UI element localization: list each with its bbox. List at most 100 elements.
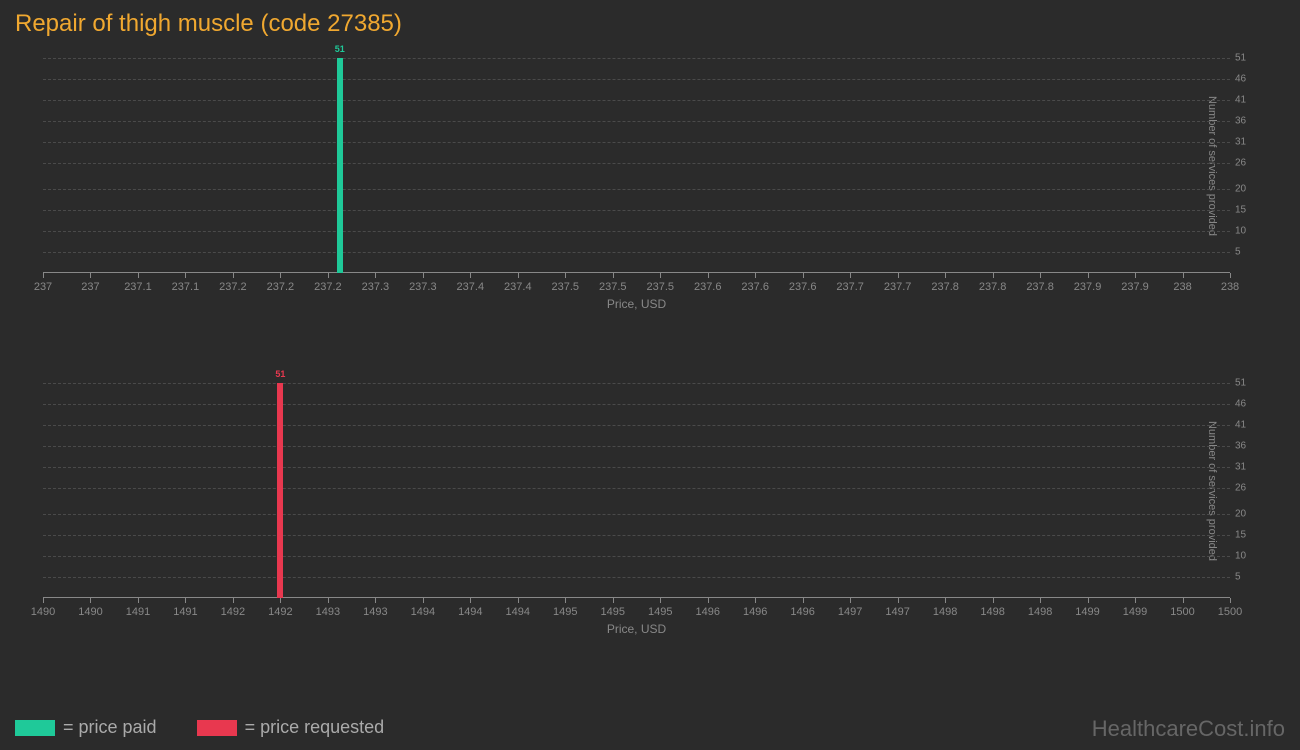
y-tick-label: 31: [1235, 137, 1260, 148]
x-tick-label: 237.5: [646, 281, 674, 293]
data-bar: 51: [337, 58, 343, 273]
x-tick-label: 1492: [221, 606, 245, 618]
grid-line: [43, 58, 1230, 59]
x-axis-label: Price, USD: [607, 297, 666, 311]
grid-line: [43, 467, 1230, 468]
grid-line: [43, 163, 1230, 164]
x-tick-mark: [613, 598, 614, 603]
legend-item: = price paid: [15, 717, 157, 738]
x-tick-label: 1494: [458, 606, 482, 618]
x-tick-mark: [185, 273, 186, 278]
x-tick-label: 237.4: [504, 281, 532, 293]
x-tick-mark: [280, 598, 281, 603]
legend-label: = price requested: [245, 717, 385, 738]
x-tick-label: 237.6: [741, 281, 769, 293]
x-tick-mark: [90, 598, 91, 603]
grid-line: [43, 79, 1230, 80]
x-tick-label: 237.2: [219, 281, 247, 293]
x-tick-label: 1497: [885, 606, 909, 618]
y-axis-label: Number of services provided: [1206, 420, 1218, 560]
x-tick-mark: [1040, 598, 1041, 603]
x-tick-label: 1496: [790, 606, 814, 618]
x-tick-label: 238: [1221, 281, 1239, 293]
x-tick-mark: [90, 273, 91, 278]
x-tick-label: 237.6: [694, 281, 722, 293]
x-tick-label: 1494: [411, 606, 435, 618]
x-tick-mark: [423, 273, 424, 278]
y-tick-label: 5: [1235, 571, 1260, 582]
chart-price-requested: Price, USD Number of services provided 5…: [15, 373, 1285, 638]
x-tick-mark: [945, 598, 946, 603]
y-tick-label: 15: [1235, 204, 1260, 215]
y-axis-label: Number of services provided: [1206, 95, 1218, 235]
x-tick-label: 1491: [173, 606, 197, 618]
x-tick-mark: [233, 273, 234, 278]
x-axis-label: Price, USD: [607, 622, 666, 636]
x-tick-mark: [945, 273, 946, 278]
x-tick-label: 237.4: [457, 281, 485, 293]
x-tick-mark: [565, 598, 566, 603]
x-tick-label: 1492: [268, 606, 292, 618]
grid-line: [43, 189, 1230, 190]
x-tick-mark: [803, 273, 804, 278]
x-tick-label: 1500: [1170, 606, 1194, 618]
x-tick-label: 237.8: [931, 281, 959, 293]
x-tick-mark: [993, 598, 994, 603]
x-tick-mark: [898, 273, 899, 278]
grid-line: [43, 514, 1230, 515]
x-tick-label: 1490: [31, 606, 55, 618]
y-tick-label: 20: [1235, 183, 1260, 194]
y-tick-label: 46: [1235, 399, 1260, 410]
x-tick-mark: [280, 273, 281, 278]
grid-line: [43, 252, 1230, 253]
grid-line: [43, 556, 1230, 557]
x-tick-mark: [850, 273, 851, 278]
bar-value-label: 51: [275, 369, 285, 379]
x-tick-label: 237.1: [124, 281, 152, 293]
x-tick-mark: [1135, 598, 1136, 603]
grid-line: [43, 231, 1230, 232]
x-tick-mark: [43, 598, 44, 603]
x-tick-mark: [233, 598, 234, 603]
x-tick-mark: [1230, 598, 1231, 603]
plot-area-requested: Price, USD Number of services provided 5…: [43, 383, 1230, 598]
x-tick-mark: [898, 598, 899, 603]
legend-label: = price paid: [63, 717, 157, 738]
grid-line: [43, 210, 1230, 211]
y-tick-label: 10: [1235, 550, 1260, 561]
x-axis: [43, 597, 1230, 598]
x-tick-mark: [708, 273, 709, 278]
x-axis: [43, 272, 1230, 273]
x-tick-label: 237.3: [362, 281, 390, 293]
x-tick-mark: [375, 273, 376, 278]
x-tick-label: 237.2: [314, 281, 342, 293]
x-tick-label: 1497: [838, 606, 862, 618]
x-tick-mark: [1230, 273, 1231, 278]
x-tick-mark: [1040, 273, 1041, 278]
y-tick-label: 20: [1235, 508, 1260, 519]
x-tick-mark: [1183, 598, 1184, 603]
x-tick-mark: [660, 598, 661, 603]
x-tick-label: 1496: [743, 606, 767, 618]
x-tick-mark: [138, 273, 139, 278]
x-tick-mark: [470, 598, 471, 603]
y-tick-label: 41: [1235, 420, 1260, 431]
data-bar: 51: [277, 383, 283, 598]
x-tick-mark: [1088, 598, 1089, 603]
grid-line: [43, 488, 1230, 489]
legend-item: = price requested: [197, 717, 385, 738]
chart-price-paid: Price, USD Number of services provided 5…: [15, 48, 1285, 313]
grid-line: [43, 577, 1230, 578]
plot-area-paid: Price, USD Number of services provided 5…: [43, 58, 1230, 273]
x-tick-mark: [518, 598, 519, 603]
y-tick-label: 26: [1235, 483, 1260, 494]
grid-line: [43, 383, 1230, 384]
y-tick-label: 41: [1235, 95, 1260, 106]
grid-line: [43, 121, 1230, 122]
x-tick-label: 1498: [1028, 606, 1052, 618]
x-tick-label: 1491: [126, 606, 150, 618]
x-tick-label: 1493: [316, 606, 340, 618]
y-tick-label: 36: [1235, 116, 1260, 127]
x-tick-label: 237.3: [409, 281, 437, 293]
page-title: Repair of thigh muscle (code 27385): [0, 0, 1300, 43]
